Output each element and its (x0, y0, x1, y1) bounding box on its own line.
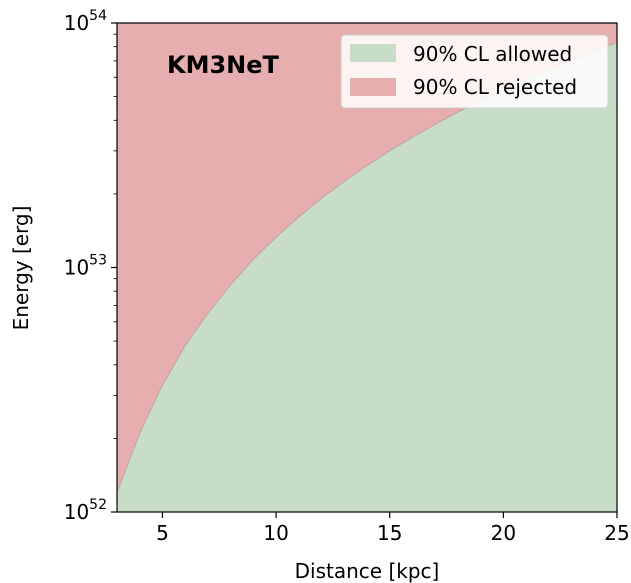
x-tick-label: 10 (263, 521, 288, 545)
legend-label-allowed: 90% CL allowed (413, 42, 572, 66)
legend-swatch-rejected (350, 78, 396, 96)
y-tick-label: 1052 (64, 497, 107, 524)
y-tick-label: 1053 (64, 253, 107, 280)
x-tick-label: 20 (491, 521, 516, 545)
x-tick-label: 25 (604, 521, 629, 545)
legend: 90% CL allowed 90% CL rejected (340, 34, 609, 109)
y-tick-label: 1054 (64, 8, 107, 35)
chart-annotation: KM3NeT (167, 51, 280, 79)
x-tick-label: 15 (377, 521, 402, 545)
axes: 5 10 15 20 25 1052 1053 1054 (64, 8, 630, 545)
legend-frame (340, 34, 609, 109)
x-axis-label: Distance [kpc] (295, 559, 440, 583)
legend-label-rejected: 90% CL rejected (413, 75, 577, 99)
region-allowed (117, 42, 617, 513)
legend-swatch-allowed (350, 44, 396, 62)
x-tick-label: 5 (156, 521, 169, 545)
y-axis-label: Energy [erg] (9, 206, 33, 331)
